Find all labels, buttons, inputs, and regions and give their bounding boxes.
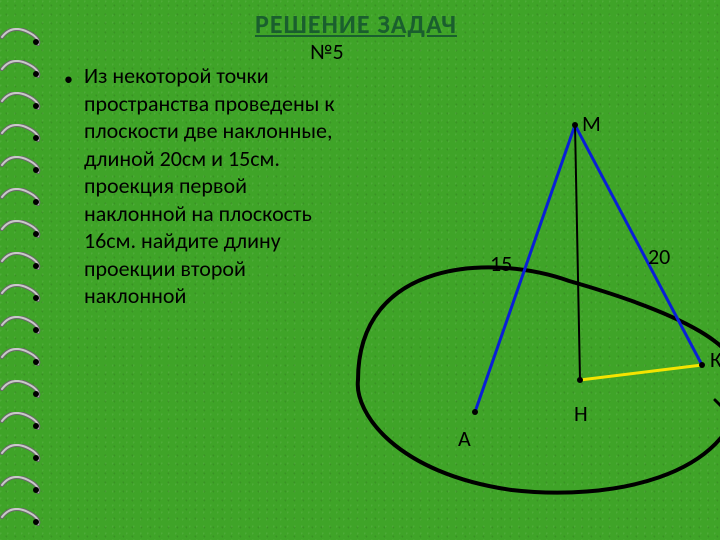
binding-ring	[0, 188, 42, 206]
binding-ring	[0, 476, 42, 494]
label-K: К	[710, 346, 720, 373]
problem-text: Из некоторой точки пространства проведен…	[84, 62, 340, 310]
binding-ring	[0, 220, 42, 238]
binding-ring	[0, 380, 42, 398]
label-MK: 20	[648, 243, 670, 270]
binding-ring	[0, 92, 42, 110]
binding-ring	[0, 316, 42, 334]
binding-ring	[0, 412, 42, 430]
binding-ring	[0, 156, 42, 174]
page-title: РЕШЕНИЕ ЗАДАЧ	[255, 8, 457, 40]
binding-ring	[0, 252, 42, 270]
bullet-icon: •	[64, 68, 73, 91]
binding-ring	[0, 348, 42, 366]
binding-ring	[0, 124, 42, 142]
label-M: М	[582, 110, 601, 137]
problem-number: №5	[310, 38, 344, 65]
problem-statement: • Из некоторой точки пространства провед…	[70, 62, 340, 310]
binding-ring	[0, 508, 42, 526]
label-H: Н	[574, 400, 588, 427]
binding-ring	[0, 284, 42, 302]
binding-ring	[0, 444, 42, 462]
geometry-diagram: М Н А К 15 20	[350, 80, 720, 500]
binding-ring	[0, 28, 42, 46]
label-MA: 15	[490, 250, 512, 277]
binding-ring	[0, 60, 42, 78]
label-A: А	[458, 425, 471, 452]
